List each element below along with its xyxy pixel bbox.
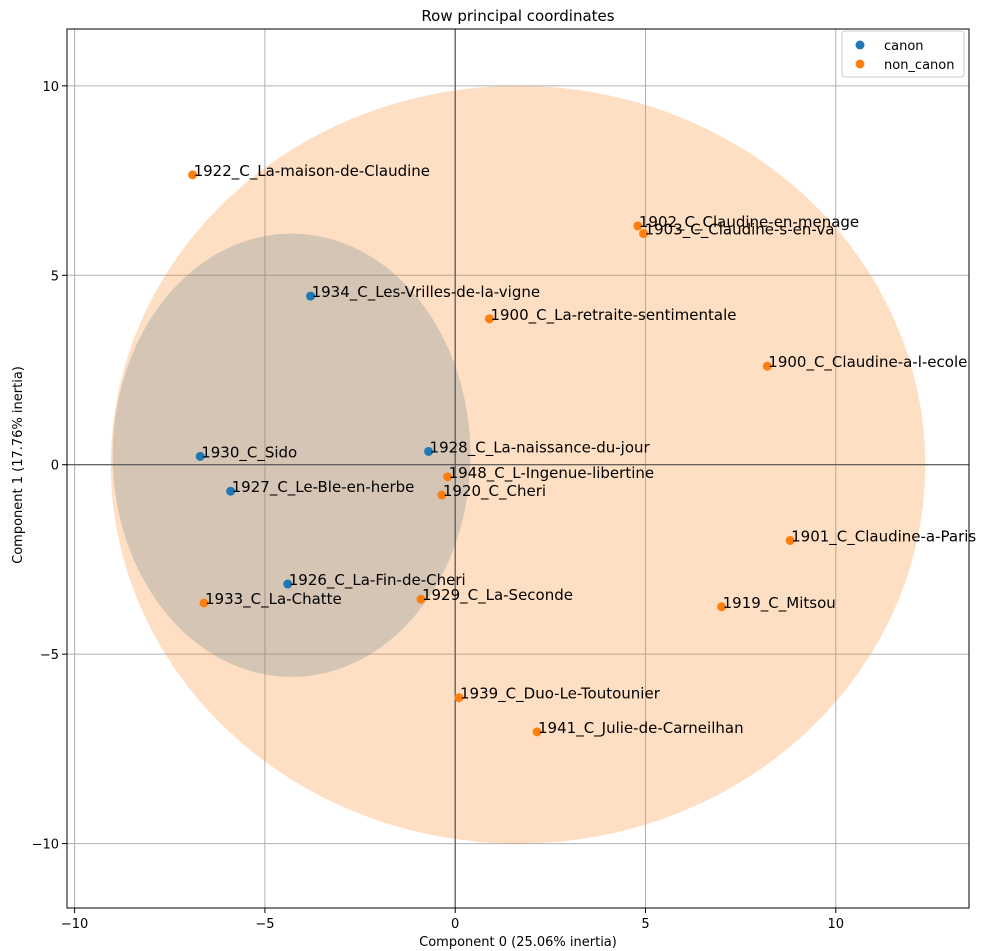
point-label: 1919_C_Mitsou [723, 594, 836, 613]
canon-point [283, 579, 293, 589]
point-label: 1901_C_Claudine-a-Paris [791, 527, 976, 546]
y-tick-label: 0 [51, 459, 59, 474]
point-label: 1934_C_Les-Vrilles-de-la-vigne [312, 283, 541, 302]
plot-frame [66, 28, 970, 909]
non_canon-point [785, 535, 795, 545]
zero-lines [67, 29, 969, 908]
y-tick-label: −10 [32, 838, 59, 853]
non_canon-point [199, 598, 209, 608]
y-tick-label: 10 [42, 80, 59, 95]
legend-marker-non_canon [855, 59, 865, 69]
point-label: 1903_C_Claudine-s-en-va [645, 221, 835, 240]
point-label: 1922_C_La-maison-de-Claudine [194, 162, 430, 181]
point-label: 1933_C_La-Chatte [205, 590, 342, 609]
x-tick-label: −5 [255, 917, 274, 932]
point-label: 1941_C_Julie-de-Carneilhan [538, 719, 744, 738]
legend-label-non_canon: non_canon [884, 58, 954, 73]
non_canon-point [437, 490, 447, 500]
point-label: 1900_C_La-retraite-sentimentale [490, 306, 736, 325]
data-points [188, 170, 795, 737]
point-label: 1927_C_Le-Ble-en-herbe [232, 478, 415, 497]
non_canon-point [416, 594, 426, 604]
non_canon-point [188, 170, 198, 180]
x-tick-label: 10 [828, 917, 845, 932]
canon-point [226, 486, 236, 496]
non_canon-point [484, 314, 494, 324]
x-tick-label: 5 [641, 917, 649, 932]
non_canon-point [762, 361, 772, 371]
y-tick-label: −5 [40, 648, 59, 663]
y-tick-label: 5 [51, 269, 59, 284]
canon-point [306, 291, 316, 301]
legend-box [841, 30, 965, 78]
non_canon-point [639, 229, 649, 239]
legend-label-canon: canon [884, 39, 924, 54]
x-axis-title: Component 0 (25.06% inertia) [419, 935, 617, 950]
canon-point [195, 451, 205, 461]
point-label: 1920_C_Cheri [443, 482, 546, 501]
non_canon-point [443, 472, 453, 482]
legend: canon non_canon [841, 30, 965, 78]
x-tick-label: 0 [451, 917, 459, 932]
y-axis-title: Component 1 (17.76% inertia) [11, 366, 26, 564]
point-label: 1926_C_La-Fin-de-Cheri [289, 571, 466, 590]
non_canon-point [633, 221, 643, 231]
point-label: 1900_C_Claudine-a-l-ecole [768, 353, 967, 372]
axis-ticks: −10 −5 0 5 10 −10 −5 0 5 10 [32, 80, 845, 932]
chart-title: Row principal coordinates [421, 7, 614, 25]
legend-marker-canon [855, 40, 865, 50]
non_canon-point [717, 602, 727, 612]
point-label: 1902_C_Claudine-en-menage [639, 213, 859, 232]
non_canon-point [532, 727, 542, 737]
point-label: 1928_C_La-naissance-du-jour [430, 438, 651, 457]
x-tick-label: −10 [61, 917, 88, 932]
point-label: 1948_C_L-Ingenue-libertine [449, 464, 655, 483]
point-labels: 1934_C_Les-Vrilles-de-la-vigne 1930_C_Sid… [194, 162, 977, 738]
point-label: 1929_C_La-Seconde [422, 586, 573, 605]
canon-point [424, 446, 434, 456]
non_canon-point [454, 693, 464, 703]
point-label: 1930_C_Sido [201, 443, 297, 462]
point-label: 1939_C_Duo-Le-Toutounier [460, 685, 661, 704]
canon-ellipse [112, 233, 471, 677]
